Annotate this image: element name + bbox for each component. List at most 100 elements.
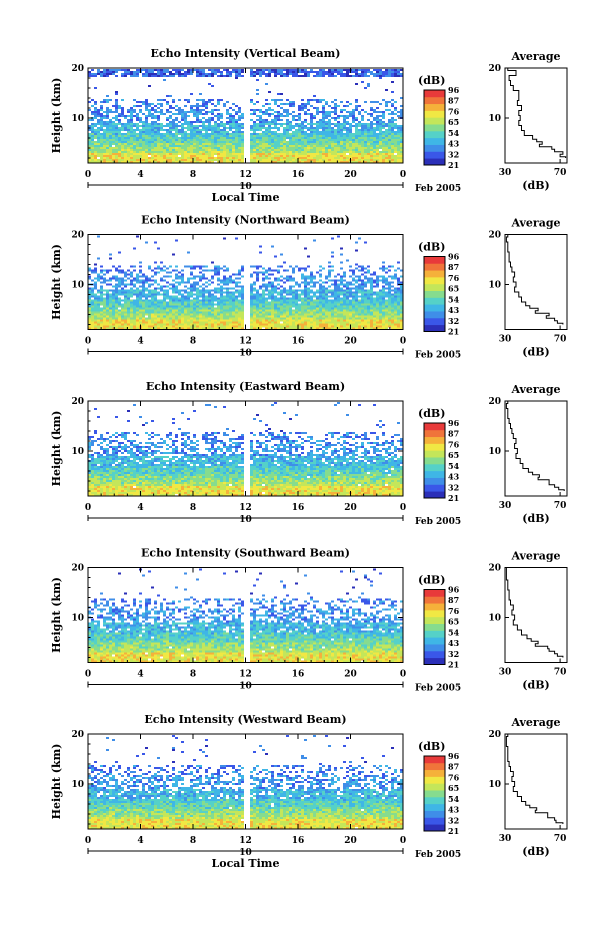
y-axis-label: Height (km) xyxy=(50,744,63,820)
panel-5: Echo Intensity (Westward Beam) 0 4 8 12 16 20 0… xyxy=(50,713,568,870)
x-tick-label: 16 xyxy=(292,170,305,180)
panel-4: Echo Intensity (Southward Beam) 0 4 8 12 16 20… xyxy=(50,547,568,694)
colorbar-swatch xyxy=(424,429,445,438)
colorbar-tick-label: 32 xyxy=(448,649,459,659)
x-tick-label: 0 xyxy=(400,503,406,513)
x-tick-label: 16 xyxy=(292,503,305,513)
colorbar-tick-label: 43 xyxy=(448,805,460,815)
profile-x-tick-label: 70 xyxy=(554,501,567,511)
colorbar-tick-label: 21 xyxy=(448,493,459,503)
colorbar-tick-label: 43 xyxy=(448,139,460,149)
colorbar-frame xyxy=(423,422,446,499)
average-profile: Average 20 10 30 70 (dB) xyxy=(488,550,568,692)
panel-3: Echo Intensity (Eastward Beam) 0 4 8 12 16 20 0… xyxy=(50,380,568,527)
colorbar-swatch xyxy=(424,117,445,125)
heatmap xyxy=(88,568,403,663)
profile-x-tick-label: 70 xyxy=(554,168,567,178)
colorbar-frame xyxy=(423,89,446,166)
x-tick-label: 4 xyxy=(137,670,143,680)
colorbar-tick-label: 54 xyxy=(448,461,460,471)
colorbar-swatch xyxy=(424,317,445,326)
colorbar-tick-label: 65 xyxy=(448,617,459,627)
profile-title: Average xyxy=(510,217,560,230)
colorbar-swatch xyxy=(424,304,445,312)
x-tick-label: 16 xyxy=(292,836,305,846)
y-tick-label: 20 xyxy=(71,730,84,740)
colorbar-swatch xyxy=(424,756,445,764)
panel-title: Echo Intensity (Eastward Beam) xyxy=(146,380,345,393)
profile-y-tick-label: 20 xyxy=(488,231,501,241)
colorbar-swatch xyxy=(424,623,445,631)
date-label: 10 xyxy=(239,515,252,525)
colorbar-swatch xyxy=(424,470,445,478)
x-tick-label: 0 xyxy=(85,836,91,846)
x-tick-label: 12 xyxy=(239,337,252,347)
colorbar-swatch xyxy=(424,589,445,597)
profile-frame xyxy=(504,67,568,164)
colorbar-tick-label: 21 xyxy=(448,327,459,337)
colorbar-swatch xyxy=(424,817,445,825)
x-tick-label: 4 xyxy=(137,836,143,846)
colorbar-tick-label: 96 xyxy=(448,418,460,428)
colorbar-tick-label: 43 xyxy=(448,472,460,482)
x-tick-label: 4 xyxy=(137,503,143,513)
average-profile: Average 20 10 30 70 (dB) xyxy=(488,50,568,192)
x-tick-label: 0 xyxy=(400,670,406,680)
colorbar-swatch xyxy=(424,137,445,145)
profile-frame xyxy=(504,733,568,830)
colorbar-tick-label: 43 xyxy=(448,305,460,315)
colorbar-swatch xyxy=(424,491,445,499)
colorbar-swatch xyxy=(424,762,445,771)
date-label: 10 xyxy=(239,682,252,692)
colorbar-tick-label: 32 xyxy=(448,149,459,159)
month-label: Feb 2005 xyxy=(415,684,461,694)
colorbar-swatch xyxy=(424,324,445,332)
y-axis-label: Height (km) xyxy=(50,244,63,320)
colorbar-tick-label: 96 xyxy=(448,252,460,262)
colorbar-tick-label: 54 xyxy=(448,794,460,804)
colorbar-swatch xyxy=(424,256,445,264)
month-label: Feb 2005 xyxy=(415,517,461,527)
date-label: 10 xyxy=(239,848,252,858)
colorbar-tick-label: 54 xyxy=(448,627,460,637)
x-axis-label: Local Time xyxy=(212,191,280,204)
colorbar-swatch xyxy=(424,769,445,777)
y-tick-label: 10 xyxy=(71,281,84,291)
colorbar-tick-label: 65 xyxy=(448,783,459,793)
profile-line xyxy=(507,68,567,158)
profile-frame xyxy=(504,234,568,330)
colorbar-swatch xyxy=(424,463,445,472)
colorbar-unit: (dB) xyxy=(418,241,445,254)
profile-x-label: (dB) xyxy=(522,512,549,525)
x-tick-label: 8 xyxy=(190,836,196,846)
colorbar-tick-label: 87 xyxy=(448,595,459,605)
average-profile: Average 20 10 30 70 (dB) xyxy=(488,217,568,359)
panel-2: Echo Intensity (Northward Beam) 0 4 8 12 16 20… xyxy=(50,214,568,361)
month-label: Feb 2005 xyxy=(415,850,461,860)
profile-line xyxy=(505,234,564,325)
y-tick-label: 10 xyxy=(71,114,84,124)
x-tick-label: 16 xyxy=(292,670,305,680)
profile-x-label: (dB) xyxy=(522,845,549,858)
colorbar-tick-label: 43 xyxy=(448,638,460,648)
colorbar-tick-label: 87 xyxy=(448,262,459,272)
profile-frame xyxy=(504,400,568,497)
profile-y-tick-label: 20 xyxy=(488,397,501,407)
colorbar-tick-label: 87 xyxy=(448,429,459,439)
colorbar-tick-label: 76 xyxy=(448,606,460,616)
colorbar-swatch xyxy=(424,270,445,278)
heatmap xyxy=(88,735,403,829)
x-tick-label: 20 xyxy=(344,670,357,680)
colorbar-swatch xyxy=(424,423,445,431)
colorbar-swatch xyxy=(424,276,445,285)
colorbar-tick-label: 32 xyxy=(448,316,459,326)
colorbar-swatch xyxy=(424,297,445,305)
panel-title: Echo Intensity (Northward Beam) xyxy=(141,214,350,227)
colorbar-tick-label: 96 xyxy=(448,585,460,595)
colorbar-frame xyxy=(423,589,446,665)
profile-frame xyxy=(504,567,568,663)
